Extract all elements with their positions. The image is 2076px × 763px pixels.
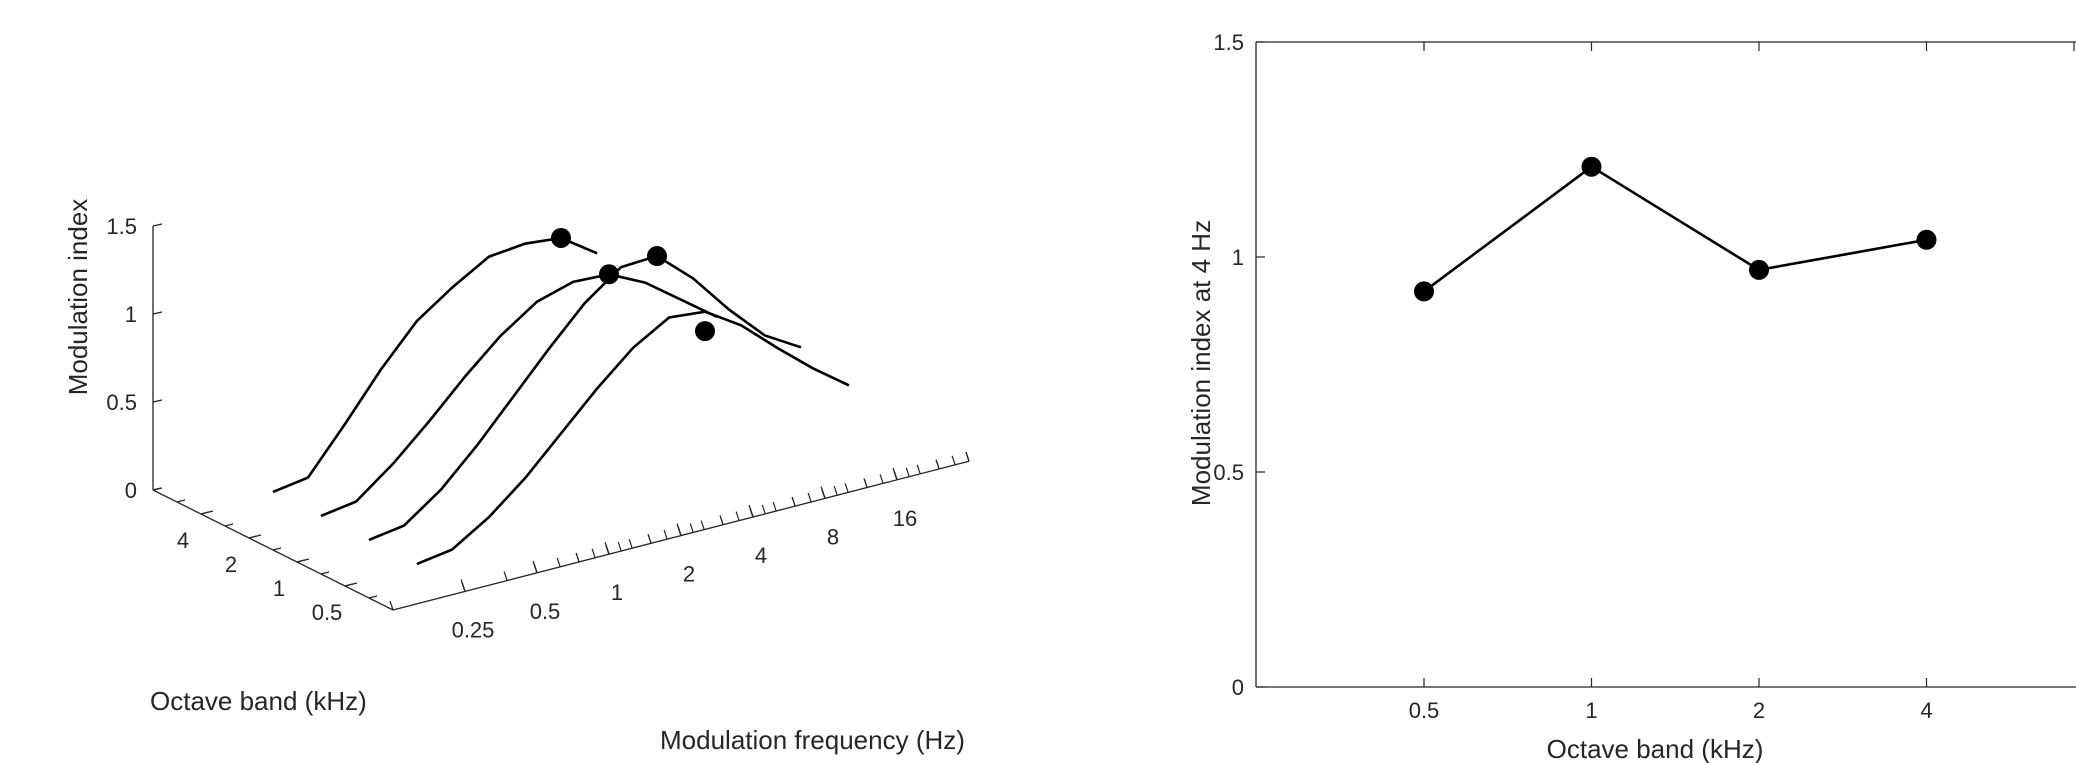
left-x-minor-tick (951, 455, 956, 465)
left-y-tick (200, 510, 214, 515)
left-series-line-band-4 (272, 236, 598, 494)
left-series (272, 236, 850, 566)
left-y-tick-label: 0.5 (312, 600, 343, 625)
left-x-minor-tick (844, 483, 849, 493)
left-x-tick-label: 0.25 (452, 617, 495, 642)
right-marker-1 (1581, 156, 1602, 177)
left-x-minor-tick (863, 478, 868, 488)
left-ticks: 0 0.5 1 1.5 0.5 1 2 4 0.25 0.5 1 2 4 8 16 (106, 214, 970, 642)
left-x-tick (892, 467, 898, 480)
right-y-tick-label: 0 (1232, 675, 1244, 700)
left-x-tick (820, 486, 826, 499)
left-y-axis-label: Octave band (kHz) (150, 686, 367, 716)
right-y-tick-label: 1.5 (1213, 30, 1244, 55)
left-x-minor-tick (663, 529, 668, 540)
left-series-line-band-2 (320, 272, 718, 518)
left-z-axis-label: Modulation index (63, 199, 93, 396)
left-marker-band-2 (599, 264, 619, 285)
right-marker-4 (1916, 229, 1937, 250)
right-series-line (1423, 165, 1927, 293)
left-x-minor-tick (735, 511, 740, 521)
left-x-minor-tick (916, 464, 921, 475)
left-x-minor-tick (591, 548, 596, 558)
right-y-axis-label: Modulation index at 4 Hz (1186, 220, 1216, 506)
left-y-minor-tick (368, 595, 378, 599)
left-x-tick-label: 2 (683, 562, 695, 587)
right-axes (1255, 41, 2076, 688)
left-z-tick (152, 311, 163, 315)
left-marker-band-1 (647, 246, 667, 267)
left-marker-band-0.5 (695, 321, 715, 342)
left-x-minor-tick (772, 501, 777, 512)
left-y-tick (344, 582, 358, 587)
left-x-tick (676, 523, 682, 536)
left-y-minor-tick (320, 571, 330, 575)
right-marker-2 (1749, 259, 1769, 280)
left-x-tick (604, 542, 610, 555)
left-y-tick-label: 1 (273, 576, 285, 601)
right-ticks: 0 0.5 1 1.5 0.5 1 2 4 (1213, 30, 2075, 723)
left-x-tick (532, 560, 538, 573)
left-z-tick-label: 0 (125, 478, 137, 503)
left-z-tick-label: 1.5 (106, 214, 137, 239)
left-y-minor-tick (176, 499, 186, 503)
left-axes (152, 226, 970, 611)
left-y-tick (296, 558, 310, 563)
left-x-minor-tick (503, 571, 508, 581)
left-y-tick-label: 4 (177, 528, 189, 553)
left-x-minor-tick (719, 515, 724, 525)
right-series (1414, 156, 1937, 302)
left-x-tick-label: 8 (827, 524, 839, 549)
left-y-minor-tick (224, 523, 234, 527)
left-x-minor-tick (556, 557, 561, 568)
left-x-minor-tick (879, 474, 884, 484)
left-markers (551, 227, 715, 342)
right-y-tick-label: 0.5 (1213, 460, 1244, 485)
right-x-tick-label: 0.5 (1409, 698, 1440, 723)
right-x-tick-label: 2 (1753, 698, 1765, 723)
left-z-tick (152, 223, 163, 227)
left-x-minor-tick (689, 523, 694, 533)
left-series-line-band-1 (368, 254, 802, 542)
left-series-line-band-0.5 (416, 310, 850, 566)
left-x-tick-label: 1 (611, 580, 623, 605)
left-x-minor-tick (807, 492, 812, 503)
left-x-tick-label: 4 (755, 543, 767, 568)
left-x-tick (460, 579, 466, 592)
left-x-minor-tick (575, 552, 580, 563)
left-x-minor-tick (617, 541, 622, 552)
left-z-tick-label: 1 (125, 302, 137, 327)
right-marker-0.5 (1414, 281, 1434, 302)
left-x-minor-tick (935, 459, 940, 470)
left-y-minor-tick (152, 487, 162, 491)
left-marker-band-4 (551, 227, 571, 248)
left-x-minor-tick (628, 539, 633, 549)
left-x-minor-tick (761, 504, 766, 515)
right-x-tick-label: 4 (1920, 698, 1932, 723)
left-x-minor-tick (700, 520, 705, 530)
left-x-minor-tick (965, 452, 970, 462)
left-x-axis-label: Modulation frequency (Hz) (660, 725, 965, 755)
left-x-minor-tick (833, 486, 838, 496)
left-z-tick-label: 0.5 (106, 390, 137, 415)
left-y-tick-label: 2 (225, 552, 237, 577)
right-x-axis-label: Octave band (kHz) (1547, 734, 1764, 763)
left-x-tick (748, 504, 754, 518)
left-x-minor-tick (791, 496, 796, 507)
left-x-minor-tick (647, 534, 652, 544)
left-x-minor-tick (389, 600, 394, 611)
right-x-tick-label: 1 (1585, 698, 1597, 723)
left-x-tick-label: 16 (893, 506, 917, 531)
left-y-minor-tick (272, 547, 282, 551)
right-y-tick-label: 1 (1232, 245, 1244, 270)
left-x-minor-tick (905, 467, 910, 477)
left-z-tick (152, 399, 163, 403)
left-y-tick (248, 534, 262, 539)
left-x-tick-label: 0.5 (530, 599, 561, 624)
modulation-3d-chart: 0 0.5 1 1.5 0.5 1 2 4 0.25 0.5 1 2 4 8 16 Modulation i… (63, 199, 970, 755)
